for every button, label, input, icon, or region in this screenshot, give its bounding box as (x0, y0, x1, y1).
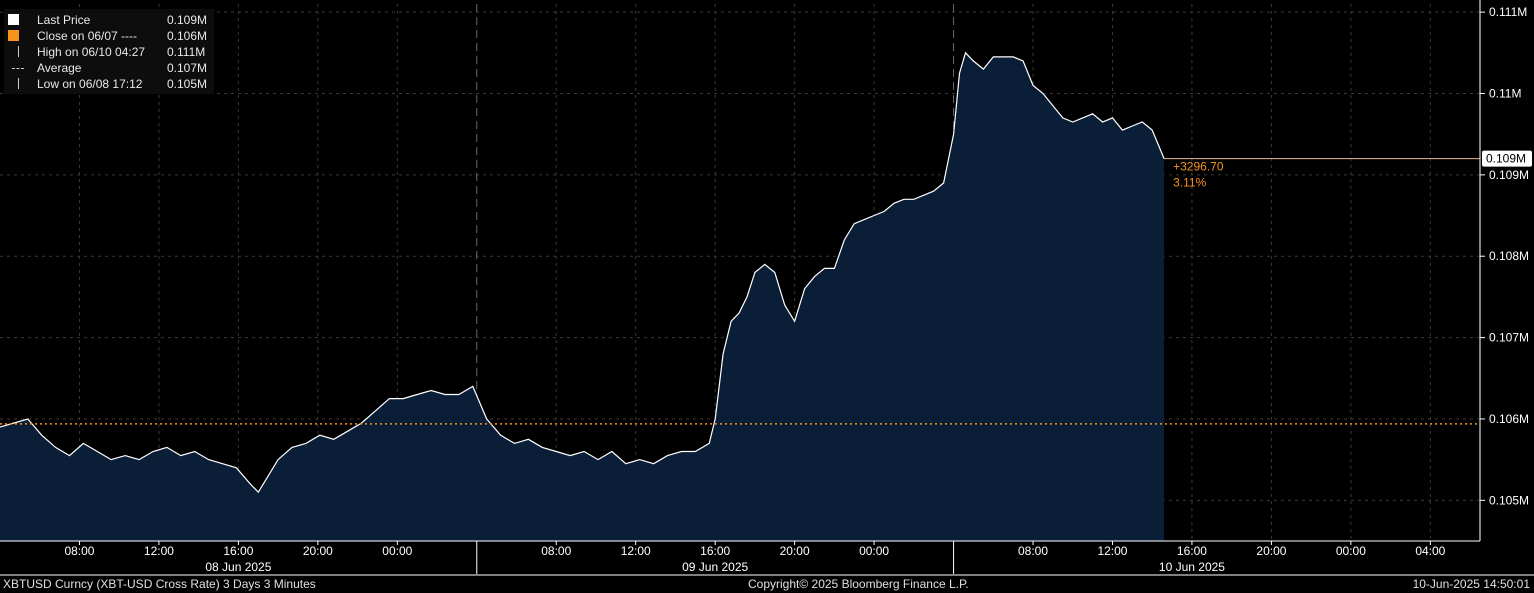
change-absolute: +3296.70 (1173, 160, 1224, 174)
change-percent: 3.11% (1173, 176, 1206, 190)
footer-timestamp: 10-Jun-2025 14:50:01 (1412, 577, 1530, 591)
legend-avg-marker-icon (12, 68, 24, 69)
annotation-layer: 0.109M +3296.70 3.11% (1164, 150, 1532, 190)
x-tick-label: 00:00 (382, 544, 412, 558)
legend-row: Average 0.107M (4, 60, 214, 76)
price-line (0, 51, 1165, 494)
legend-row: High on 06/10 04:27 0.111M (4, 44, 214, 60)
legend-label: High on 06/10 04:27 (37, 45, 146, 59)
x-tick-label: 12:00 (621, 544, 651, 558)
y-tick-label: 0.11M (1489, 87, 1521, 101)
x-tick-label: 20:00 (303, 544, 333, 558)
x-tick-label: 08:00 (1018, 544, 1048, 558)
legend-row: Low on 06/08 17:12 0.105M (4, 76, 214, 92)
legend-swatch (8, 14, 19, 25)
legend-value: 0.109M (167, 13, 208, 27)
x-tick-label: 00:00 (859, 544, 889, 558)
legend-value: 0.105M (167, 77, 208, 91)
legend-label: Average (37, 61, 82, 75)
y-tick-label: 0.106M (1489, 412, 1529, 426)
x-tick-label: 04:00 (1415, 544, 1445, 558)
x-tick-label: 20:00 (780, 544, 810, 558)
legend-row: Last Price 0.109M (4, 12, 214, 28)
chart-legend: Last Price 0.109M Close on 06/07 ---- 0.106… (4, 9, 214, 94)
x-tick-label: 12:00 (1097, 544, 1127, 558)
area-layer (0, 51, 1165, 542)
axis-layer: 0.111M 0.11M 0.109M 0.108M 0.107M 0.106M 0.105… (0, 0, 1534, 576)
day-label: 10 Jun 2025 (1159, 560, 1225, 574)
x-tick-label: 08:00 (541, 544, 571, 558)
day-label: 09 Jun 2025 (682, 560, 748, 574)
legend-label: Low on 06/08 17:12 (37, 77, 143, 91)
x-tick-label: 16:00 (700, 544, 730, 558)
legend-high-marker-icon (18, 46, 19, 57)
legend-row: Close on 06/07 ---- 0.106M (4, 28, 214, 44)
price-area (0, 52, 1165, 542)
legend-label: Close on 06/07 ---- (37, 29, 138, 43)
footer-copyright: Copyright© 2025 Bloomberg Finance L.P. (748, 577, 969, 591)
x-tick-label: 08:00 (64, 544, 94, 558)
y-tick-label: 0.108M (1489, 249, 1529, 263)
y-tick-label: 0.111M (1489, 5, 1527, 19)
y-tick-label: 0.107M (1489, 331, 1529, 345)
x-tick-label: 20:00 (1256, 544, 1286, 558)
last-price-tag-label: 0.109M (1486, 152, 1526, 166)
legend-value: 0.111M (167, 45, 206, 59)
x-tick-label: 12:00 (144, 544, 174, 558)
legend-value: 0.106M (167, 29, 208, 43)
x-tick-label: 16:00 (1177, 544, 1207, 558)
x-tick-label: 00:00 (1336, 544, 1366, 558)
y-tick-label: 0.109M (1489, 168, 1529, 182)
y-tick-label: 0.105M (1489, 493, 1529, 507)
legend-swatch (8, 30, 19, 41)
last-price-tag (1482, 150, 1532, 167)
x-tick-label: 16:00 (223, 544, 253, 558)
legend-value: 0.107M (167, 61, 208, 75)
footer-security-label: XBTUSD Curncy (XBT-USD Cross Rate) 3 Day… (3, 577, 316, 591)
legend-label: Last Price (37, 13, 91, 27)
legend-low-marker-icon (18, 78, 19, 89)
day-label: 08 Jun 2025 (205, 560, 271, 574)
